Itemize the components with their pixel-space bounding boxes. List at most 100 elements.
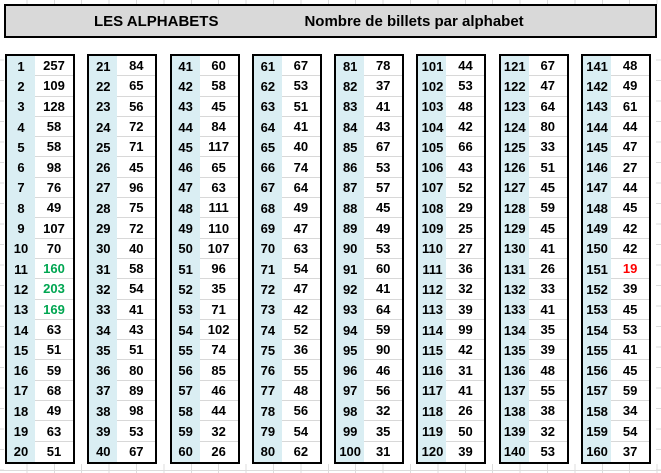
alphabet-number-cell[interactable]: 160 <box>583 441 612 462</box>
alphabet-number-cell[interactable]: 93 <box>336 299 365 320</box>
billets-count-cell[interactable]: 51 <box>35 340 73 361</box>
billets-count-cell[interactable]: 55 <box>281 360 320 381</box>
billets-count-cell[interactable]: 31 <box>446 360 485 381</box>
alphabet-number-cell[interactable]: 3 <box>7 96 35 117</box>
alphabet-number-cell[interactable]: 152 <box>583 279 612 300</box>
alphabet-number-cell[interactable]: 158 <box>583 401 612 422</box>
billets-count-cell[interactable]: 43 <box>446 157 485 178</box>
alphabet-number-cell[interactable]: 146 <box>583 157 612 178</box>
alphabet-number-cell[interactable]: 4 <box>7 116 35 138</box>
alphabet-number-cell[interactable]: 123 <box>500 96 529 117</box>
alphabet-number-cell[interactable]: 39 <box>89 421 118 442</box>
alphabet-number-cell[interactable]: 52 <box>171 279 200 300</box>
billets-count-cell[interactable]: 99 <box>446 320 485 341</box>
billets-count-cell[interactable]: 58 <box>35 137 73 158</box>
billets-count-cell[interactable]: 45 <box>611 300 650 320</box>
billets-count-cell[interactable]: 50 <box>446 421 485 442</box>
alphabet-number-cell[interactable]: 31 <box>89 258 118 280</box>
billets-count-cell[interactable]: 47 <box>281 218 320 239</box>
billets-count-cell[interactable]: 47 <box>528 76 567 97</box>
alphabet-number-cell[interactable]: 149 <box>583 218 612 239</box>
billets-count-cell[interactable]: 160 <box>35 259 73 280</box>
billets-count-cell[interactable]: 51 <box>528 157 567 178</box>
billets-count-cell[interactable]: 169 <box>35 300 73 320</box>
billets-count-cell[interactable]: 67 <box>281 56 320 77</box>
billets-count-cell[interactable]: 66 <box>446 137 485 158</box>
alphabet-number-cell[interactable]: 7 <box>7 177 35 199</box>
billets-count-cell[interactable]: 107 <box>199 239 238 259</box>
alphabet-number-cell[interactable]: 29 <box>89 218 118 239</box>
billets-count-cell[interactable]: 49 <box>281 198 320 219</box>
alphabet-number-cell[interactable]: 38 <box>89 401 118 422</box>
alphabet-number-cell[interactable]: 20 <box>7 441 35 462</box>
alphabet-number-cell[interactable]: 72 <box>253 279 282 300</box>
alphabet-number-cell[interactable]: 109 <box>418 218 447 239</box>
billets-count-cell[interactable]: 72 <box>117 117 156 138</box>
billets-count-cell[interactable]: 41 <box>446 381 485 402</box>
billets-count-cell[interactable]: 63 <box>35 320 73 341</box>
billets-count-cell[interactable]: 44 <box>199 401 238 422</box>
billets-count-cell[interactable]: 54 <box>611 421 650 442</box>
alphabet-number-cell[interactable]: 117 <box>418 380 447 402</box>
alphabet-number-cell[interactable]: 107 <box>418 177 447 199</box>
alphabet-number-cell[interactable]: 69 <box>253 218 282 239</box>
billets-count-cell[interactable]: 44 <box>611 178 650 199</box>
billets-count-cell[interactable]: 27 <box>611 157 650 178</box>
alphabet-number-cell[interactable]: 79 <box>253 421 282 442</box>
billets-count-cell[interactable]: 44 <box>611 117 650 138</box>
billets-count-cell[interactable]: 46 <box>199 381 238 402</box>
billets-count-cell[interactable]: 41 <box>364 97 403 117</box>
alphabet-number-cell[interactable]: 116 <box>418 360 447 381</box>
alphabet-number-cell[interactable]: 95 <box>336 340 365 361</box>
billets-count-cell[interactable]: 96 <box>117 178 156 199</box>
alphabet-number-cell[interactable]: 80 <box>253 441 282 462</box>
billets-count-cell[interactable]: 41 <box>117 300 156 320</box>
billets-count-cell[interactable]: 55 <box>528 381 567 402</box>
alphabet-number-cell[interactable]: 108 <box>418 198 447 219</box>
alphabet-number-cell[interactable]: 63 <box>253 96 282 117</box>
alphabet-number-cell[interactable]: 110 <box>418 238 447 259</box>
billets-count-cell[interactable]: 42 <box>446 117 485 138</box>
alphabet-number-cell[interactable]: 121 <box>500 56 529 77</box>
alphabet-number-cell[interactable]: 114 <box>418 319 447 341</box>
alphabet-number-cell[interactable]: 34 <box>89 319 118 341</box>
alphabet-number-cell[interactable]: 115 <box>418 340 447 361</box>
alphabet-number-cell[interactable]: 6 <box>7 157 35 178</box>
alphabet-number-cell[interactable]: 150 <box>583 238 612 259</box>
alphabet-number-cell[interactable]: 155 <box>583 340 612 361</box>
billets-count-cell[interactable]: 53 <box>611 320 650 341</box>
billets-count-cell[interactable]: 45 <box>117 157 156 178</box>
billets-count-cell[interactable]: 56 <box>117 97 156 117</box>
billets-count-cell[interactable]: 41 <box>528 300 567 320</box>
alphabet-number-cell[interactable]: 138 <box>500 401 529 422</box>
alphabet-number-cell[interactable]: 112 <box>418 279 447 300</box>
alphabet-number-cell[interactable]: 136 <box>500 360 529 381</box>
billets-count-cell[interactable]: 59 <box>528 198 567 219</box>
billets-count-cell[interactable]: 68 <box>35 381 73 402</box>
alphabet-number-cell[interactable]: 59 <box>171 421 200 442</box>
alphabet-number-cell[interactable]: 131 <box>500 258 529 280</box>
alphabet-number-cell[interactable]: 106 <box>418 157 447 178</box>
billets-count-cell[interactable]: 57 <box>364 178 403 199</box>
billets-count-cell[interactable]: 43 <box>117 320 156 341</box>
alphabet-number-cell[interactable]: 40 <box>89 441 118 462</box>
alphabet-number-cell[interactable]: 128 <box>500 198 529 219</box>
billets-count-cell[interactable]: 32 <box>528 421 567 442</box>
alphabet-number-cell[interactable]: 30 <box>89 238 118 259</box>
alphabet-number-cell[interactable]: 135 <box>500 340 529 361</box>
billets-count-cell[interactable]: 54 <box>117 279 156 300</box>
alphabet-number-cell[interactable]: 56 <box>171 360 200 381</box>
billets-count-cell[interactable]: 54 <box>281 259 320 280</box>
billets-count-cell[interactable]: 39 <box>458 444 473 460</box>
alphabet-number-cell[interactable]: 11 <box>7 258 35 280</box>
alphabet-number-cell[interactable]: 122 <box>500 76 529 97</box>
alphabet-number-cell[interactable]: 91 <box>336 258 365 280</box>
billets-count-cell[interactable]: 46 <box>364 360 403 381</box>
billets-count-cell[interactable]: 128 <box>35 97 73 117</box>
alphabet-number-cell[interactable]: 51 <box>171 258 200 280</box>
billets-count-cell[interactable]: 85 <box>199 360 238 381</box>
alphabet-number-cell[interactable]: 89 <box>336 218 365 239</box>
alphabet-number-cell[interactable]: 54 <box>171 319 200 341</box>
alphabet-number-cell[interactable]: 43 <box>171 96 200 117</box>
alphabet-number-cell[interactable]: 100 <box>336 441 365 462</box>
